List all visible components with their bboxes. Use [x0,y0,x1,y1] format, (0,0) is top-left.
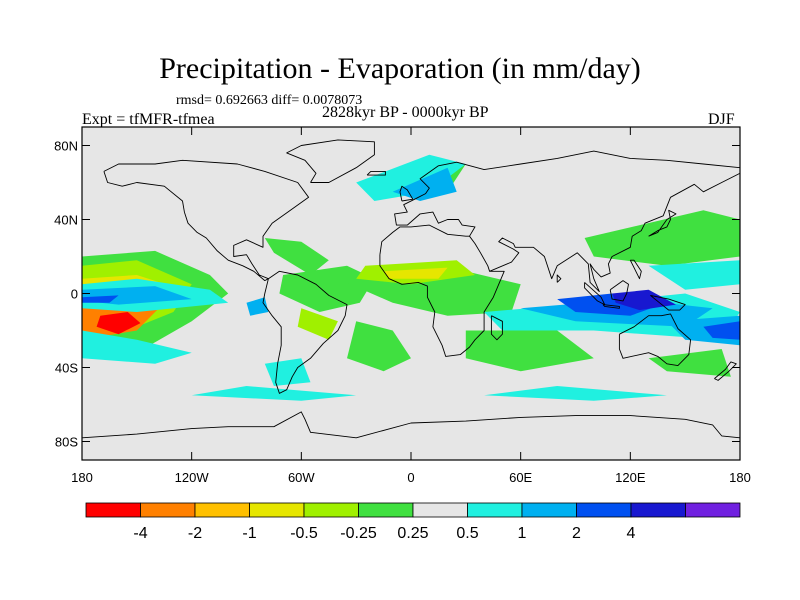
colorbar-box-4 [303,502,359,518]
coastline-8 [609,280,629,302]
coastline-2 [286,139,375,183]
coastline-13 [366,170,386,176]
field-region-2-1 [383,267,448,279]
colorbar-label-7: 1 [518,525,527,542]
period-label: 2828kyr BP - 0000kyr BP [322,104,489,121]
coastline-16 [556,274,562,283]
colorbar-box-10 [630,502,686,518]
field-region-0-8 [648,349,731,377]
axis-ticks: 80N 40N 0 40S 80S 180 120W 60W 0 60E 120E 180 [54,127,751,485]
colorbar-box-2 [194,502,250,518]
coastline-17 [629,259,642,280]
coastline-4 [490,315,503,341]
coastline-7 [584,282,606,306]
coastline-15 [82,411,740,439]
lat-tick-label-4: 80S [55,435,78,450]
colorbar-label-6: 0.5 [456,525,478,542]
field-region-8-0 [612,289,676,311]
lon-tick-label-0: 180 [71,470,93,485]
pe-field [82,154,740,401]
colorbar-label-5: 0.25 [397,525,428,542]
lon-tick-label-4: 60E [509,470,532,485]
field-region-0-6 [584,210,740,266]
lat-tick-label-0: 80N [54,139,78,154]
lon-tick-label-1: 120W [175,470,210,485]
field-region-5-4 [648,260,740,290]
colorbar-box-5 [358,502,414,518]
field-region-0-4 [337,271,521,316]
colorbar-box-11 [685,502,741,518]
coastline-1 [262,270,348,394]
plot-title: Precipitation - Evaporation (in mm/day) [159,52,641,85]
coastline-11 [648,209,677,237]
colorbar-box-9 [576,502,632,518]
field-region-0-1 [264,238,329,275]
field-region-0-3 [347,321,411,372]
lon-tick-label-5: 120E [615,470,646,485]
colorbar-label-4: -0.25 [340,525,377,542]
coastline-5 [469,235,491,272]
colorbar: -4 -2 -1 -0.5 -0.25 0.25 0.5 1 2 4 [85,502,741,542]
coastline-10 [650,294,686,311]
field-region-5-6 [484,386,667,401]
coastline-12 [399,185,414,202]
coastline-6 [618,313,692,367]
coastline-0 [103,159,310,282]
season-label: DJF [708,111,735,128]
field-region-5-1 [82,330,192,364]
colorbar-label-9: 4 [627,525,636,542]
lon-tick-label-6: 180 [729,470,751,485]
lon-tick-label-2: 60W [288,470,315,485]
stats-label: rmsd= 0.692663 diff= 0.0078073 [176,93,363,108]
coastline-14 [714,361,737,381]
colorbar-box-3 [249,502,305,518]
lat-tick-label-1: 40N [54,213,78,228]
colorbar-label-2: -1 [242,525,256,542]
coastline-3 [379,150,740,357]
colorbar-label-1: -2 [188,525,202,542]
colorbar-box-8 [521,502,577,518]
field-region-0-5 [465,330,594,372]
colorbar-label-0: -4 [133,525,147,542]
field-region-4-0 [96,312,141,335]
lon-tick-label-3: 0 [407,470,414,485]
colorbar-label-3: -0.5 [290,525,318,542]
experiment-label: Expt = tfMFR-tfmea [82,111,215,128]
colorbar-box-1 [140,502,196,518]
field-region-1-2 [297,308,338,340]
lat-tick-label-2: 0 [71,287,78,302]
field-region-7-2 [703,321,740,340]
coastline-9 [602,304,620,309]
lat-tick-label-3: 40S [55,361,78,376]
coastlines [82,139,740,439]
field-region-5-5 [191,386,357,401]
colorbar-label-8: 2 [572,525,581,542]
field-region-7-1 [82,295,119,303]
colorbar-box-0 [85,502,141,518]
colorbar-box-6 [412,502,468,518]
colorbar-box-7 [467,502,523,518]
